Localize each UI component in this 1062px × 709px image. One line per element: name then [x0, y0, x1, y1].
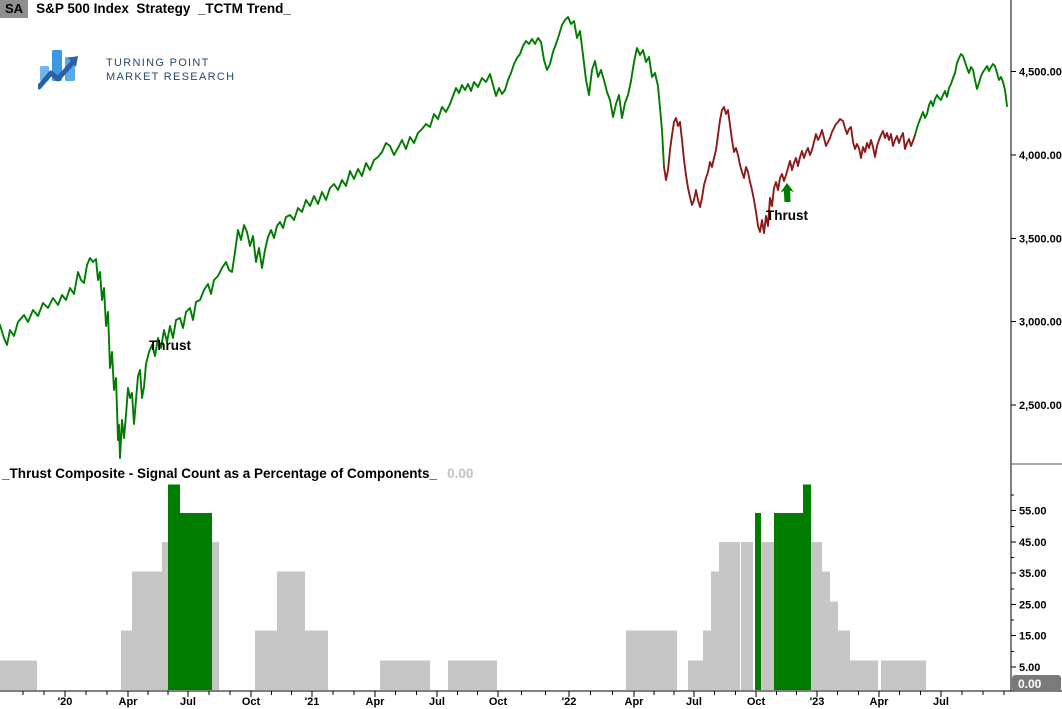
chart-title: S&P 500 Index Strategy _TCTM Trend_: [36, 1, 291, 16]
histogram-bar: [277, 571, 305, 690]
percent-axis-label: 35.00: [1019, 568, 1047, 580]
time-axis-label: '20: [58, 696, 73, 708]
time-axis-label: Jul: [686, 696, 702, 708]
histogram-bar: [0, 660, 37, 690]
time-axis-label: Oct: [489, 696, 508, 708]
histogram-bar: [132, 571, 162, 690]
histogram-bar: [711, 571, 719, 690]
histogram-bar: [212, 541, 219, 690]
chart-header: SA S&P 500 Index Strategy _TCTM Trend_: [0, 0, 291, 19]
brand-logo: TURNING POINT MARKET RESEARCH: [36, 44, 235, 95]
histogram-bar: [380, 660, 430, 690]
time-axis-label: Apr: [870, 696, 890, 708]
time-axis-label: Jul: [933, 696, 949, 708]
histogram-bar: [255, 630, 277, 690]
thrust-pane-title-text: _Thrust Composite - Signal Count as a Pe…: [2, 466, 438, 481]
percent-axis-label: 15.00: [1019, 631, 1047, 643]
histogram-bar: [755, 512, 761, 690]
histogram-bar: [688, 660, 703, 690]
time-axis-label: Oct: [242, 696, 261, 708]
current-value-badge-text: 0.00: [1018, 677, 1042, 691]
histogram-bar: [850, 660, 878, 690]
price-axis-label: 4,000.00: [1019, 150, 1062, 162]
histogram-bar: [761, 541, 774, 690]
histogram-bar: [822, 571, 830, 690]
thrust-annotation-2[interactable]: Thrust: [766, 208, 808, 223]
logo-barchart-arrow-icon: [36, 44, 96, 95]
percent-axis-label: 45.00: [1019, 537, 1047, 549]
histogram-bar: [830, 601, 838, 690]
time-axis-label: '23: [810, 696, 825, 708]
time-axis-label: Jul: [429, 696, 445, 708]
thrust-annotation-1[interactable]: Thrust: [149, 338, 191, 353]
time-axis-label: '21: [305, 696, 320, 708]
histogram-bar: [741, 541, 753, 690]
histogram-bar: [774, 512, 803, 690]
price-line-segment-green: [914, 53, 1008, 136]
percent-axis-label: 25.00: [1019, 599, 1047, 611]
time-axis-label: Oct: [747, 696, 766, 708]
logo-line1: TURNING POINT: [106, 56, 210, 69]
histogram-bar: [305, 630, 328, 690]
price-line-segment-dark_red: [663, 106, 916, 234]
price-axis-label: 4,500.00: [1019, 67, 1062, 79]
histogram-bar: [168, 484, 180, 690]
percent-axis-label: 5.00: [1019, 662, 1040, 674]
time-axis-label: Apr: [366, 696, 386, 708]
thrust-pane-value: 0.00: [447, 466, 474, 481]
histogram-bar: [162, 541, 168, 690]
histogram-bar: [811, 541, 822, 690]
histogram-bar: [180, 512, 212, 690]
symbol-badge[interactable]: SA: [0, 0, 29, 18]
logo-line2: MARKET RESEARCH: [106, 70, 236, 83]
time-axis-label: Apr: [119, 696, 139, 708]
histogram-bar: [448, 660, 497, 690]
price-axis-label: 3,000.00: [1019, 317, 1062, 329]
percent-axis-label: 55.00: [1019, 506, 1047, 518]
logo-text: TURNING POINT MARKET RESEARCH: [106, 56, 235, 84]
histogram-bar: [881, 660, 926, 690]
histogram-bar: [703, 630, 711, 690]
histogram-bar: [719, 541, 740, 690]
price-line-segment-green: [0, 16, 665, 459]
time-axis-label: Jul: [180, 696, 196, 708]
time-axis-label: '22: [562, 696, 577, 708]
price-axis-label: 2,500.00: [1019, 400, 1062, 412]
histogram-bar: [803, 484, 811, 690]
histogram-bar: [838, 630, 850, 690]
thrust-pane-title: _Thrust Composite - Signal Count as a Pe…: [2, 466, 473, 481]
time-axis-label: Apr: [625, 696, 645, 708]
price-axis-label: 3,500.00: [1019, 233, 1062, 245]
histogram-bar: [626, 630, 677, 690]
current-value-badge: [1012, 675, 1061, 691]
histogram-bar: [121, 630, 132, 690]
thrust-up-arrow-icon: [780, 183, 794, 202]
